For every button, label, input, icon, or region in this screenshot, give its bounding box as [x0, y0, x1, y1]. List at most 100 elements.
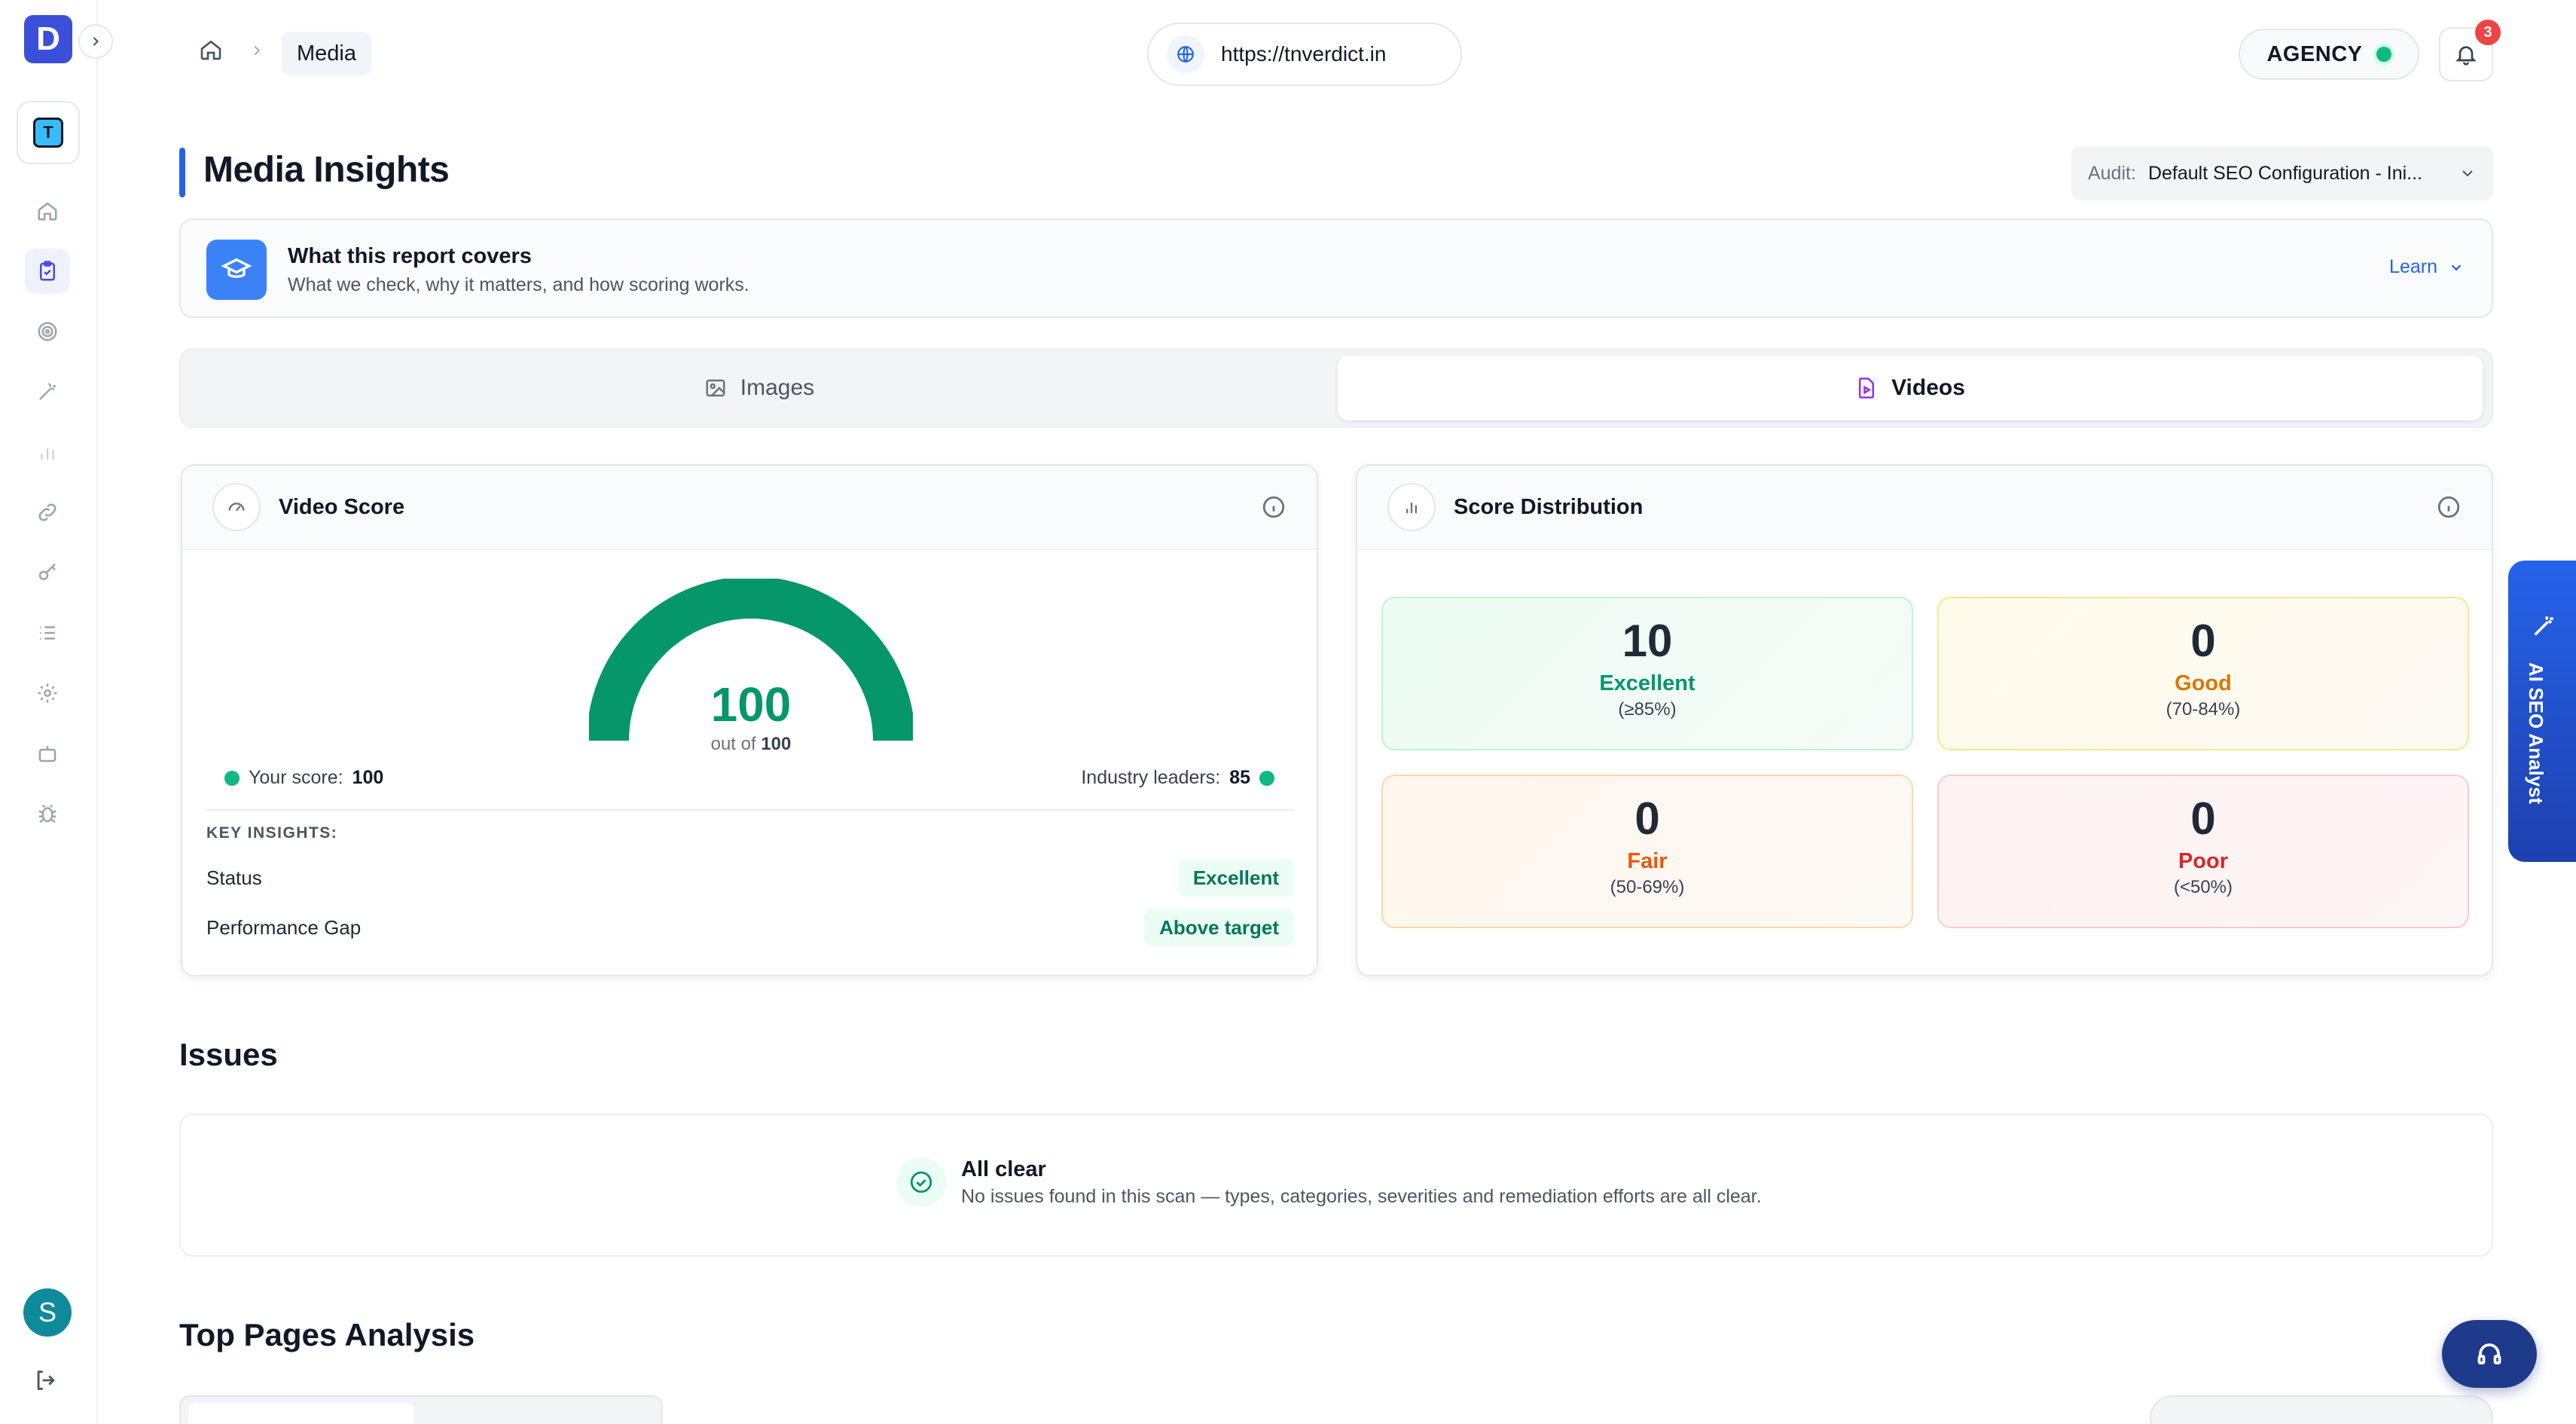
issues-heading: Issues — [179, 1037, 278, 1072]
notifications-button[interactable]: 3 — [2439, 20, 2501, 81]
gauge-icon — [212, 483, 261, 531]
status-badge: Excellent — [1177, 859, 1294, 897]
key-insights-heading: KEY INSIGHTS: — [206, 824, 338, 842]
gauge-fill-arc — [589, 579, 913, 741]
title-accent-bar — [179, 148, 185, 197]
info-icon[interactable] — [2436, 494, 2462, 520]
learn-toggle[interactable]: Learn — [2389, 256, 2465, 278]
good-range: (70-84%) — [2165, 699, 2241, 720]
tab-videos[interactable]: Videos — [1338, 356, 2483, 420]
status-label: Status — [206, 866, 262, 889]
score-out-of: out of 100 — [182, 734, 1320, 755]
sidebar-item-targets[interactable] — [25, 309, 70, 354]
sidebar-item-settings[interactable] — [25, 671, 70, 716]
excellent-count: 10 — [1622, 616, 1673, 666]
chevron-down-icon — [2451, 264, 2462, 270]
tab-images[interactable]: Images — [187, 356, 1332, 420]
globe-icon — [1167, 35, 1204, 73]
view-toggle[interactable] — [2150, 1395, 2493, 1424]
fair-count: 0 — [1634, 793, 1660, 844]
top-pages-tab-active[interactable] — [188, 1403, 414, 1424]
sidebar-item-crawler[interactable] — [25, 791, 70, 836]
leaders-value: 85 — [1229, 767, 1250, 788]
distribution-poor: 0 Poor (<50%) — [1937, 775, 2469, 928]
sidebar-item-list[interactable] — [25, 610, 70, 655]
ai-seo-analyst-tab[interactable]: AI SEO Analyst — [2508, 561, 2576, 862]
video-file-icon — [1859, 377, 1875, 399]
sidebar: D T S — [0, 0, 98, 1424]
status-dot — [2376, 47, 2391, 62]
plan-badge[interactable]: AGENCY — [2239, 29, 2419, 80]
your-score-label: Your score: — [249, 767, 343, 788]
audit-select[interactable]: Audit: Default SEO Configuration - Ini..… — [2071, 146, 2493, 200]
audit-label: Audit: — [2088, 162, 2136, 184]
workspace-switcher[interactable]: T — [17, 101, 80, 164]
poor-label: Poor — [2178, 849, 2229, 873]
app-logo[interactable]: D — [24, 15, 72, 63]
card-title: Score Distribution — [1454, 494, 1644, 519]
sidebar-item-audit[interactable] — [25, 249, 70, 294]
site-url: https://tnverdict.in — [1221, 42, 1387, 66]
tab-images-label: Images — [740, 375, 815, 400]
headset-icon — [2477, 1343, 2501, 1364]
bar-chart-icon — [41, 448, 54, 460]
sidebar-item-tools[interactable] — [25, 369, 70, 414]
good-label: Good — [2175, 671, 2232, 695]
breadcrumb-current: Media — [282, 32, 371, 75]
sidebar-item-links[interactable] — [25, 490, 70, 535]
user-avatar[interactable]: S — [23, 1288, 72, 1337]
media-tabs: Images Videos — [179, 348, 2493, 428]
breadcrumb-home[interactable] — [199, 38, 223, 66]
page-title: Media Insights — [203, 150, 450, 190]
logout-icon — [37, 1371, 55, 1390]
sidebar-toggle-button[interactable] — [78, 24, 113, 59]
chevron-down-icon — [2462, 170, 2473, 177]
info-icon[interactable] — [1261, 494, 1286, 520]
leaders-label: Industry leaders: — [1081, 767, 1221, 788]
magic-wand-icon — [2534, 616, 2553, 636]
list-icon — [40, 626, 55, 640]
card-header: Video Score — [182, 466, 1317, 550]
performance-gap-badge: Above target — [1144, 909, 1294, 946]
all-clear-title: All clear — [961, 1157, 1046, 1181]
performance-gap-label: Performance Gap — [206, 916, 362, 939]
top-pages-tabs — [179, 1395, 663, 1424]
card-title: Video Score — [279, 494, 405, 519]
score-gauge — [589, 579, 913, 741]
robot-icon — [38, 746, 56, 762]
your-score-row: Your score: 100 — [224, 767, 383, 789]
bug-icon — [38, 804, 56, 824]
home-icon — [38, 202, 57, 221]
poor-range: (<50%) — [2173, 877, 2233, 897]
logout-button[interactable] — [33, 1367, 59, 1397]
bell-icon — [2455, 46, 2477, 66]
support-chat-button[interactable] — [2442, 1320, 2537, 1388]
sidebar-item-reports[interactable] — [25, 429, 70, 475]
chevron-right-icon — [93, 37, 99, 46]
distribution-fair: 0 Fair (50-69%) — [1381, 775, 1913, 928]
check-circle-icon — [896, 1157, 946, 1207]
sidebar-item-keywords[interactable] — [25, 550, 70, 595]
distribution-good: 0 Good (70-84%) — [1937, 597, 2469, 750]
link-icon — [38, 503, 56, 521]
home-icon — [200, 40, 221, 60]
fair-range: (50-69%) — [1610, 877, 1685, 897]
divider — [205, 809, 1294, 811]
ai-tab-label: AI SEO Analyst — [2525, 662, 2547, 805]
sidebar-item-home[interactable] — [25, 188, 70, 234]
poor-count: 0 — [2190, 793, 2216, 844]
key-icon — [38, 563, 56, 580]
workspace-avatar: T — [33, 118, 63, 148]
info-title: What this report covers — [288, 244, 532, 268]
fair-label: Fair — [1627, 849, 1668, 873]
site-url-pill[interactable]: https://tnverdict.in — [1147, 23, 1462, 86]
legend-dot — [224, 770, 240, 786]
learn-label: Learn — [2389, 256, 2437, 277]
all-clear-text: No issues found in this scan — types, ca… — [961, 1186, 1762, 1207]
report-info-panel: What this report covers What we check, w… — [179, 218, 2493, 318]
your-score-value: 100 — [352, 767, 384, 788]
sidebar-item-bots[interactable] — [25, 731, 70, 776]
excellent-range: (≥85%) — [1618, 699, 1677, 720]
score-value: 100 — [710, 677, 792, 732]
out-of-prefix: out of — [710, 734, 756, 754]
